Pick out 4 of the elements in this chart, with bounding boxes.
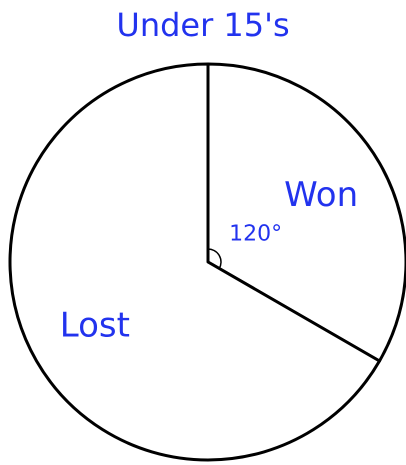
- slice-label: Lost: [60, 306, 130, 346]
- data-label: 120°: [229, 222, 282, 247]
- chart-title: Under 15's: [116, 6, 290, 44]
- slice-label: Won: [284, 174, 358, 215]
